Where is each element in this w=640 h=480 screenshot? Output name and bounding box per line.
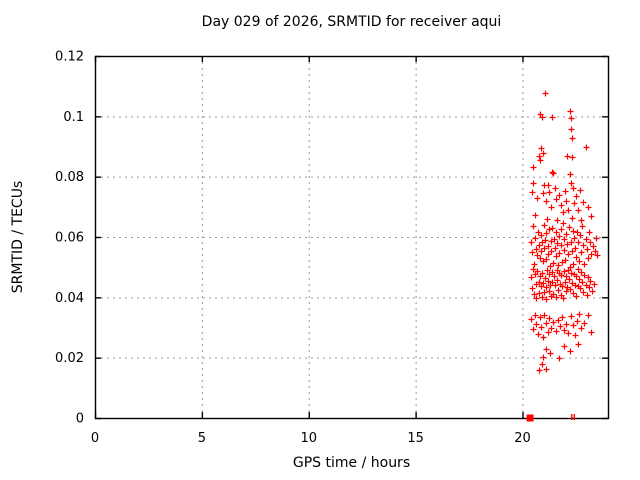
data-points-plus-markers	[528, 90, 601, 374]
y-tick-label: 0.04	[55, 291, 84, 306]
y-tick-label: 0.1	[63, 110, 84, 125]
x-tick-label: 5	[198, 431, 206, 446]
x-tick-label: 20	[514, 431, 531, 446]
y-tick-label: 0	[76, 412, 84, 427]
y-tick-label: 0.12	[55, 50, 84, 65]
chart-title: Day 029 of 2026, SRMTID for receiver aqu…	[201, 14, 502, 30]
x-tick-label: 15	[407, 431, 424, 446]
y-tick-label: 0.08	[55, 170, 84, 185]
y-tick-label: 0.02	[55, 351, 84, 366]
x-tick-label: 10	[300, 431, 317, 446]
x-tick-label: 0	[91, 431, 99, 446]
x-axis-label: GPS time / hours	[292, 455, 411, 471]
plot-border	[94, 55, 610, 420]
y-tick-label: 0.06	[55, 231, 84, 246]
baseline-square-marker	[526, 414, 534, 422]
